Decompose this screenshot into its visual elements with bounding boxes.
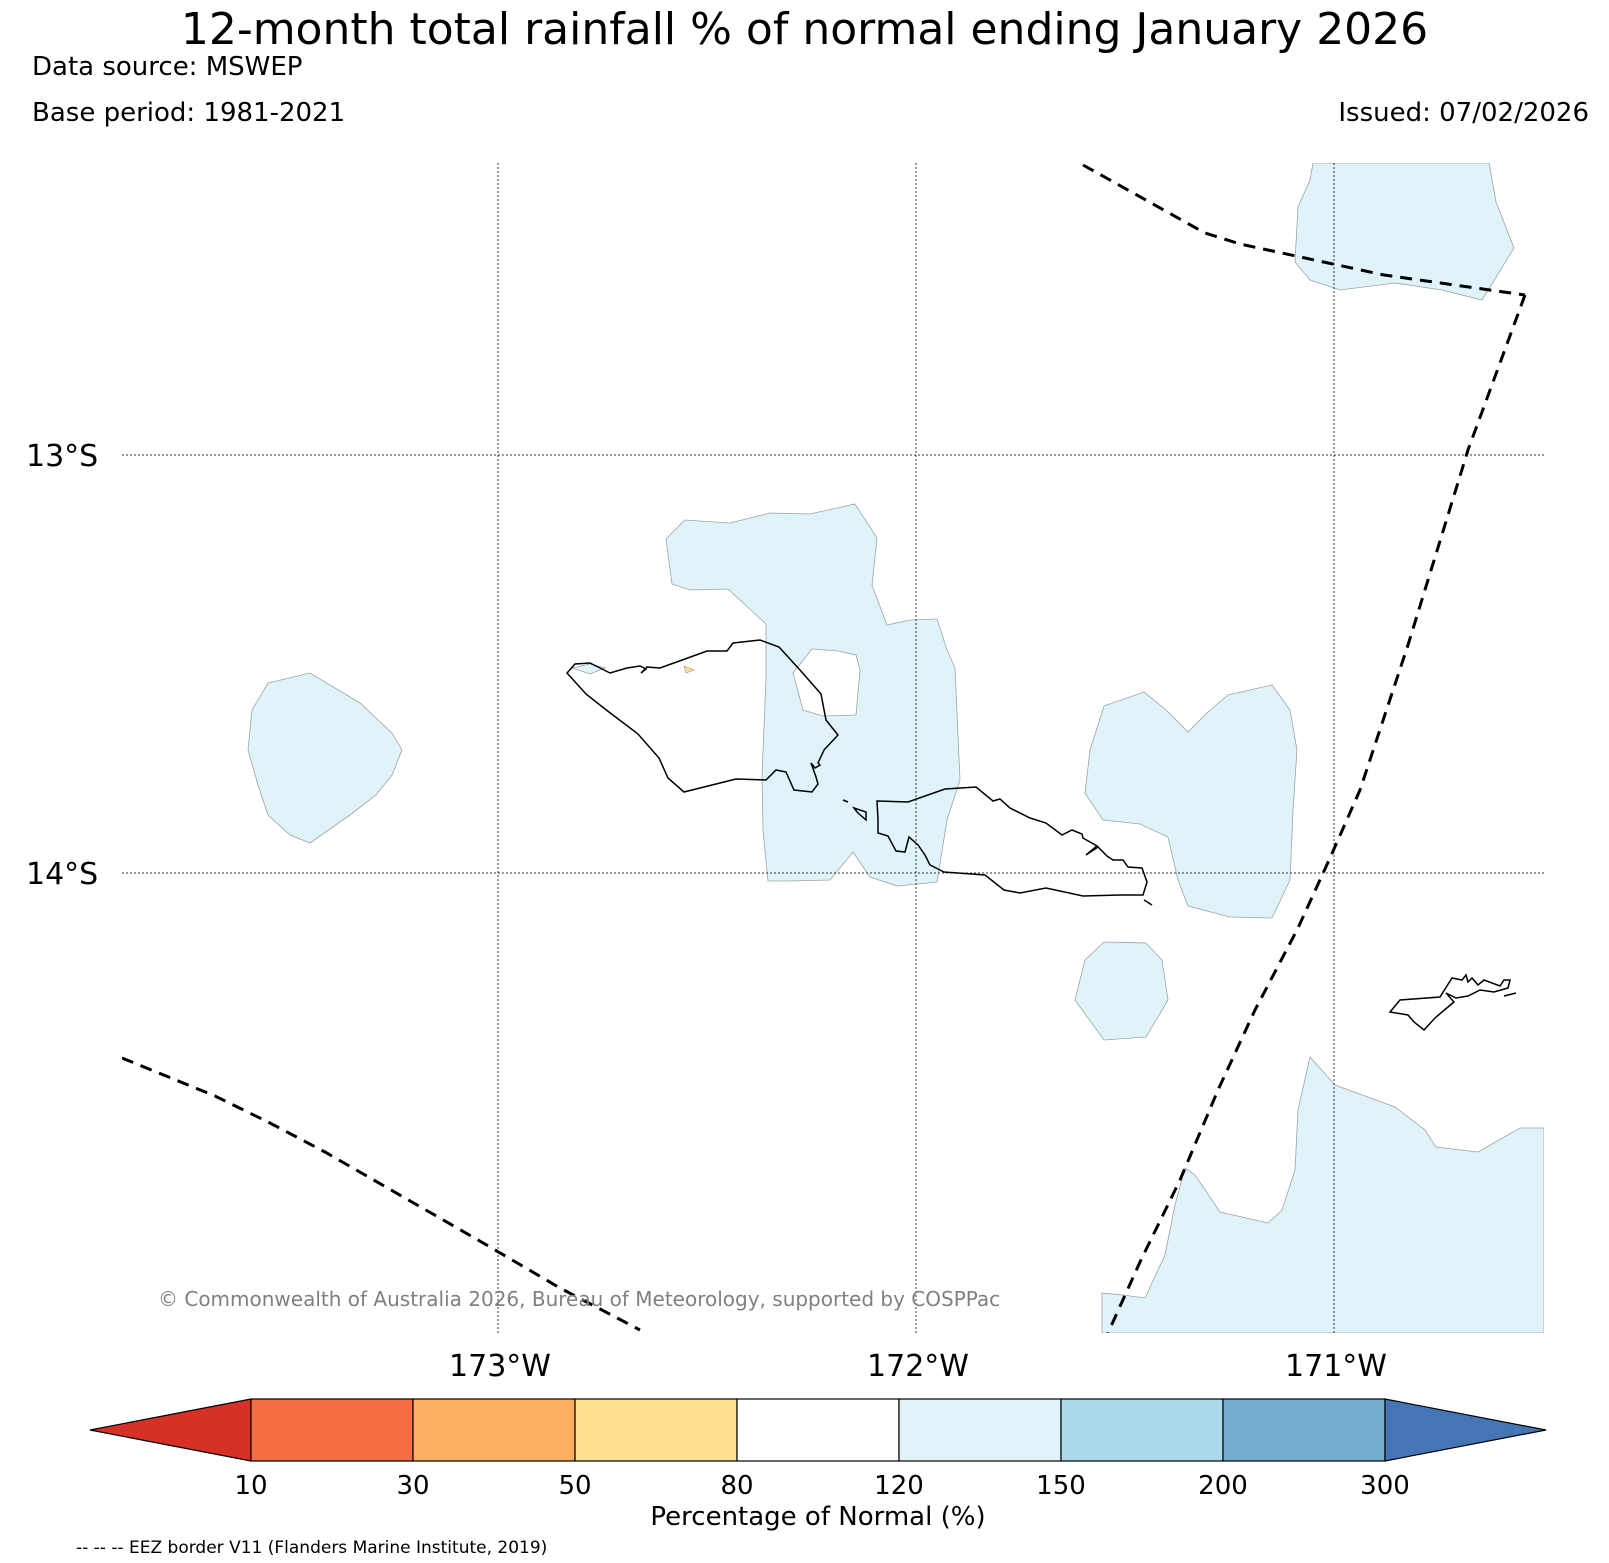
region-small-nw	[570, 663, 607, 675]
colorbar-title: Percentage of Normal (%)	[650, 1502, 985, 1532]
colorbar-tick: 300	[1360, 1471, 1410, 1501]
region-tiny-80-120	[683, 665, 695, 674]
colorbar-tick: 10	[234, 1471, 267, 1501]
colorbar-ticks: 10 30 50 80 120 150 200 300	[234, 1471, 1409, 1501]
base-period-label: Base period: 1981-2021	[32, 98, 346, 128]
colorbar-bin-200-300	[1222, 1398, 1386, 1462]
coastline-apolima	[851, 806, 867, 822]
colorbar-tick: 80	[720, 1471, 753, 1501]
colorbar-tick: 50	[558, 1471, 591, 1501]
colorbar-over-arrow	[1384, 1398, 1547, 1462]
coastline-tutuila	[1388, 973, 1511, 1032]
region-south-small	[1074, 941, 1169, 1041]
lon-label-173w: 173°W	[449, 1349, 551, 1384]
colorbar-bin-80-120	[736, 1398, 900, 1462]
eez-border-northeast	[1082, 163, 1526, 297]
rainfall-regions	[247, 163, 1544, 1333]
eez-footnote: -- -- -- EEZ border V11 (Flanders Marine…	[76, 1538, 548, 1558]
colorbar	[89, 1398, 1547, 1462]
lat-label-14s: 14°S	[26, 857, 98, 892]
coastline-islet	[842, 799, 849, 803]
region-southeast	[1101, 1056, 1544, 1333]
coastlines	[565, 639, 1517, 1032]
region-east	[1084, 684, 1298, 919]
region-central-hole	[792, 648, 861, 717]
colorbar-tick: 200	[1198, 1471, 1248, 1501]
colorbar-bin-30-50	[412, 1398, 576, 1462]
colorbar-tick: 120	[874, 1471, 924, 1501]
colorbar-bin-50-80	[574, 1398, 738, 1462]
data-source-label: Data source: MSWEP	[32, 52, 303, 82]
eez-borders	[122, 163, 1527, 1333]
coastline-savaii	[565, 639, 839, 793]
coastline-upolu	[876, 786, 1148, 897]
map-title: 12-month total rainfall % of normal endi…	[180, 4, 1429, 55]
eez-border-east	[1106, 294, 1527, 1333]
copyright-notice: © Commonwealth of Australia 2026, Bureau…	[158, 1287, 1000, 1311]
colorbar-bin-120-150	[898, 1398, 1062, 1462]
issued-date-label: Issued: 07/02/2026	[1338, 98, 1589, 128]
lon-label-172w: 172°W	[867, 1349, 969, 1384]
lon-label-171w: 171°W	[1285, 1349, 1387, 1384]
coastline-islet2	[1143, 899, 1153, 906]
eez-border-southwest	[122, 1056, 641, 1332]
graticule	[122, 163, 1544, 1333]
colorbar-tick: 30	[396, 1471, 429, 1501]
colorbar-under-arrow	[89, 1398, 252, 1462]
colorbar-bin-150-200	[1060, 1398, 1224, 1462]
lat-label-13s: 13°S	[26, 439, 98, 474]
coastline-tutuila-tip	[1503, 992, 1517, 997]
colorbar-tick: 150	[1036, 1471, 1086, 1501]
region-west	[247, 672, 403, 844]
colorbar-bin-10-30	[250, 1398, 414, 1462]
region-northeast	[1294, 163, 1515, 301]
